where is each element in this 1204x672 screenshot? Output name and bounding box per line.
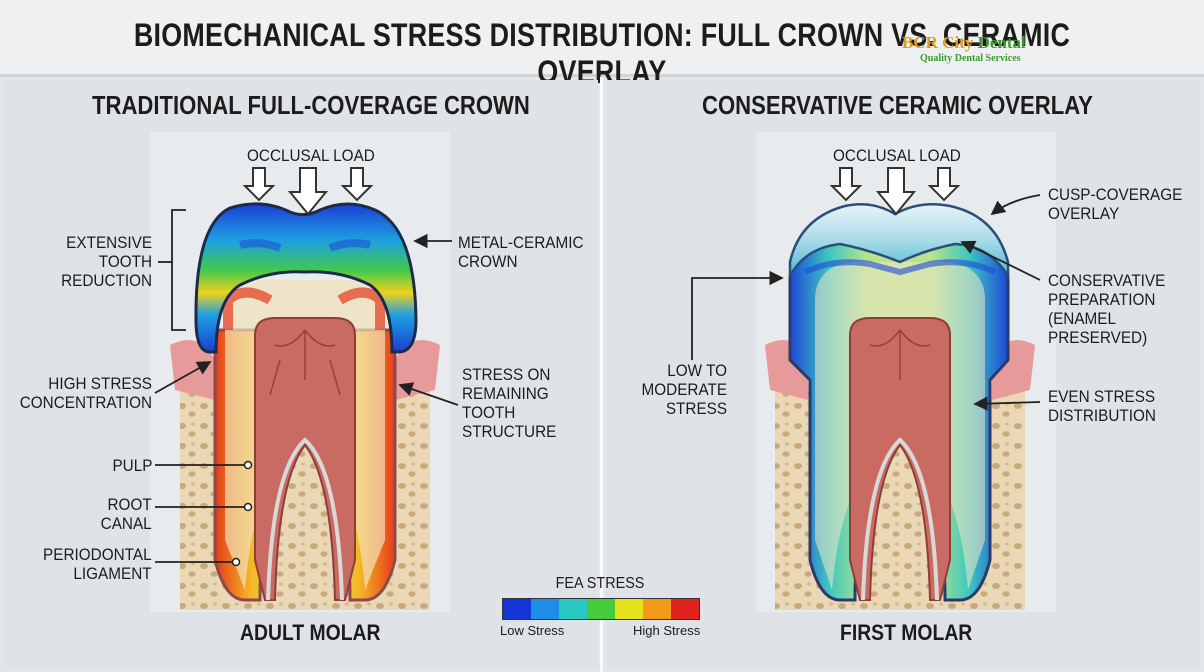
- main-title: BIOMECHANICAL STRESS DISTRIBUTION: FULL …: [133, 17, 1071, 90]
- label-cusp-overlay: CUSP-COVERAGE OVERLAY: [1048, 185, 1183, 223]
- logo-tagline: Quality Dental Services: [920, 53, 1021, 64]
- root-canal-marker: [243, 502, 253, 512]
- label-metal-ceramic-crown: METAL-CERAMIC CROWN: [458, 233, 584, 271]
- label-tooth-reduction: EXTENSIVE TOOTH REDUCTION: [61, 233, 152, 290]
- label-conservative-prep: CONSERVATIVE PREPARATION (ENAMEL PRESERV…: [1048, 271, 1166, 347]
- label-remaining-structure: STRESS ON REMAINING TOOTH STRUCTURE: [462, 365, 557, 441]
- legend-high-label: High Stress: [633, 623, 701, 638]
- legend-low-label: Low Stress: [500, 623, 565, 638]
- title-bar: [0, 0, 1204, 77]
- left-panel-heading: TRADITIONAL FULL-COVERAGE CROWN: [92, 90, 530, 120]
- legend-swatch-0: [503, 599, 531, 619]
- high-stress-leader: [154, 361, 212, 394]
- label-pulp: PULP: [112, 456, 152, 475]
- overlay-leader: [990, 194, 1041, 216]
- right-panel-heading: CONSERVATIVE CERAMIC OVERLAY: [702, 90, 1093, 120]
- legend-color-scale: [502, 598, 700, 620]
- logo: BCR City Dental Quality Dental Services: [902, 33, 1026, 64]
- label-low-moderate-stress: LOW TO MODERATE STRESS: [641, 361, 727, 418]
- pulp-marker: [243, 460, 253, 470]
- right-load-arrows: [829, 167, 961, 216]
- legend-title: FEA STRESS: [555, 575, 645, 592]
- label-periodontal-ligament: PERIODONTAL LIGAMENT: [43, 545, 152, 583]
- legend-swatch-6: [671, 599, 699, 619]
- legend-swatch-5: [643, 599, 671, 619]
- right-tooth: [765, 203, 1035, 610]
- logo-brand-accent: Dental: [977, 33, 1026, 52]
- right-bottom-label: FIRST MOLAR: [840, 620, 973, 645]
- label-root-canal: ROOT CANAL: [100, 495, 152, 533]
- remaining-leader: [398, 382, 459, 406]
- label-even-stress: EVEN STRESS DISTRIBUTION: [1048, 387, 1156, 425]
- left-load-arrows: [242, 167, 374, 216]
- logo-brand: BCR City: [902, 33, 978, 52]
- reduction-bracket: [171, 209, 186, 331]
- panel-divider: [600, 77, 603, 672]
- left-bottom-label: ADULT MOLAR: [240, 620, 381, 645]
- legend-swatch-2: [559, 599, 587, 619]
- left-tooth: [170, 202, 440, 610]
- legend-swatch-3: [587, 599, 615, 619]
- legend-swatch-4: [615, 599, 643, 619]
- legend-swatch-1: [531, 599, 559, 619]
- label-high-stress: HIGH STRESS CONCENTRATION: [19, 374, 152, 412]
- right-load-label: OCCLUSAL LOAD: [833, 146, 961, 165]
- ligament-marker: [231, 557, 241, 567]
- prep-leader: [960, 240, 1041, 281]
- low-stress-leader: [691, 270, 784, 360]
- left-load-label: OCCLUSAL LOAD: [247, 146, 375, 165]
- even-stress-leader: [973, 396, 1041, 411]
